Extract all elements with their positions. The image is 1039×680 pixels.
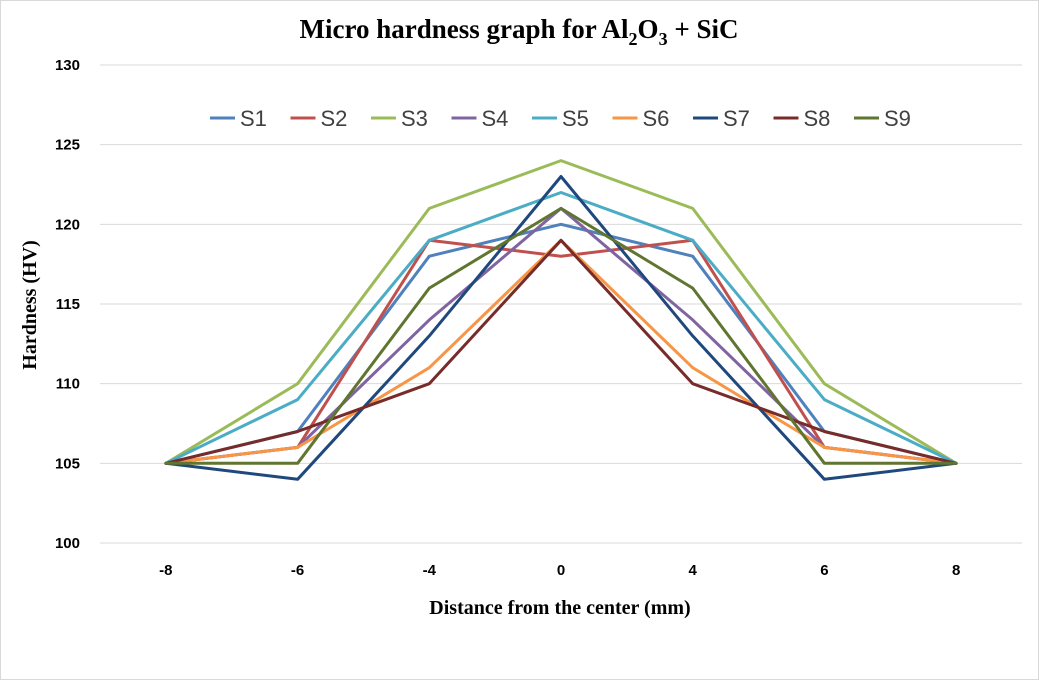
y-tick-label: 105	[55, 455, 80, 472]
legend-item-s5: S5	[532, 106, 589, 131]
y-tick-label: 115	[56, 296, 80, 313]
series-line-s7	[164, 175, 958, 481]
series-line-s5	[164, 191, 958, 465]
series-line-s8	[164, 238, 958, 465]
x-tick-label: -6	[291, 562, 304, 579]
legend-label: S4	[482, 106, 509, 131]
series-lines	[164, 159, 958, 481]
x-axis-label: Distance from the center (mm)	[429, 597, 690, 619]
series-line-s9	[164, 206, 958, 465]
legend-item-s2: S2	[290, 106, 348, 131]
legend-label: S5	[562, 106, 589, 131]
legend-label: S8	[804, 106, 831, 131]
legend-item-s1: S1	[210, 106, 267, 131]
y-tick-label: 130	[55, 57, 80, 74]
series-line-s3	[164, 159, 958, 465]
x-tick-label: -8	[159, 562, 172, 579]
x-tick-label: 0	[557, 562, 565, 579]
legend-label: S9	[884, 106, 911, 131]
y-tick-label: 125	[55, 137, 80, 154]
legend-label: S3	[401, 106, 428, 131]
chart-title: Micro hardness graph for Al2O3 + SiC	[300, 14, 739, 49]
legend-label: S2	[321, 106, 348, 131]
legend-label: S6	[643, 106, 670, 131]
y-tick-label: 120	[55, 216, 80, 233]
y-tick-label: 100	[55, 535, 80, 552]
y-axis-ticks: 100 105 110 115 120 125 130	[55, 57, 80, 552]
x-tick-label: 4	[689, 562, 698, 579]
y-tick-label: 110	[56, 376, 80, 393]
legend-item-s8: S8	[773, 106, 831, 131]
legend-label: S1	[240, 106, 267, 131]
legend-item-s4: S4	[451, 106, 509, 131]
x-tick-label: -4	[423, 562, 437, 579]
x-axis-ticks: -8 -6 -4 0 4 6 8	[159, 562, 960, 579]
legend-label: S7	[723, 106, 750, 131]
legend-item-s3: S3	[371, 106, 428, 131]
legend-item-s9: S9	[854, 106, 911, 131]
x-tick-label: 6	[820, 562, 828, 579]
x-tick-label: 8	[952, 562, 960, 579]
legend: S1 S2 S3 S4 S5 S6 S7 S8 S9	[210, 106, 911, 131]
y-axis-label: Hardness (HV)	[19, 240, 41, 369]
legend-item-s7: S7	[693, 106, 750, 131]
legend-item-s6: S6	[612, 106, 670, 131]
